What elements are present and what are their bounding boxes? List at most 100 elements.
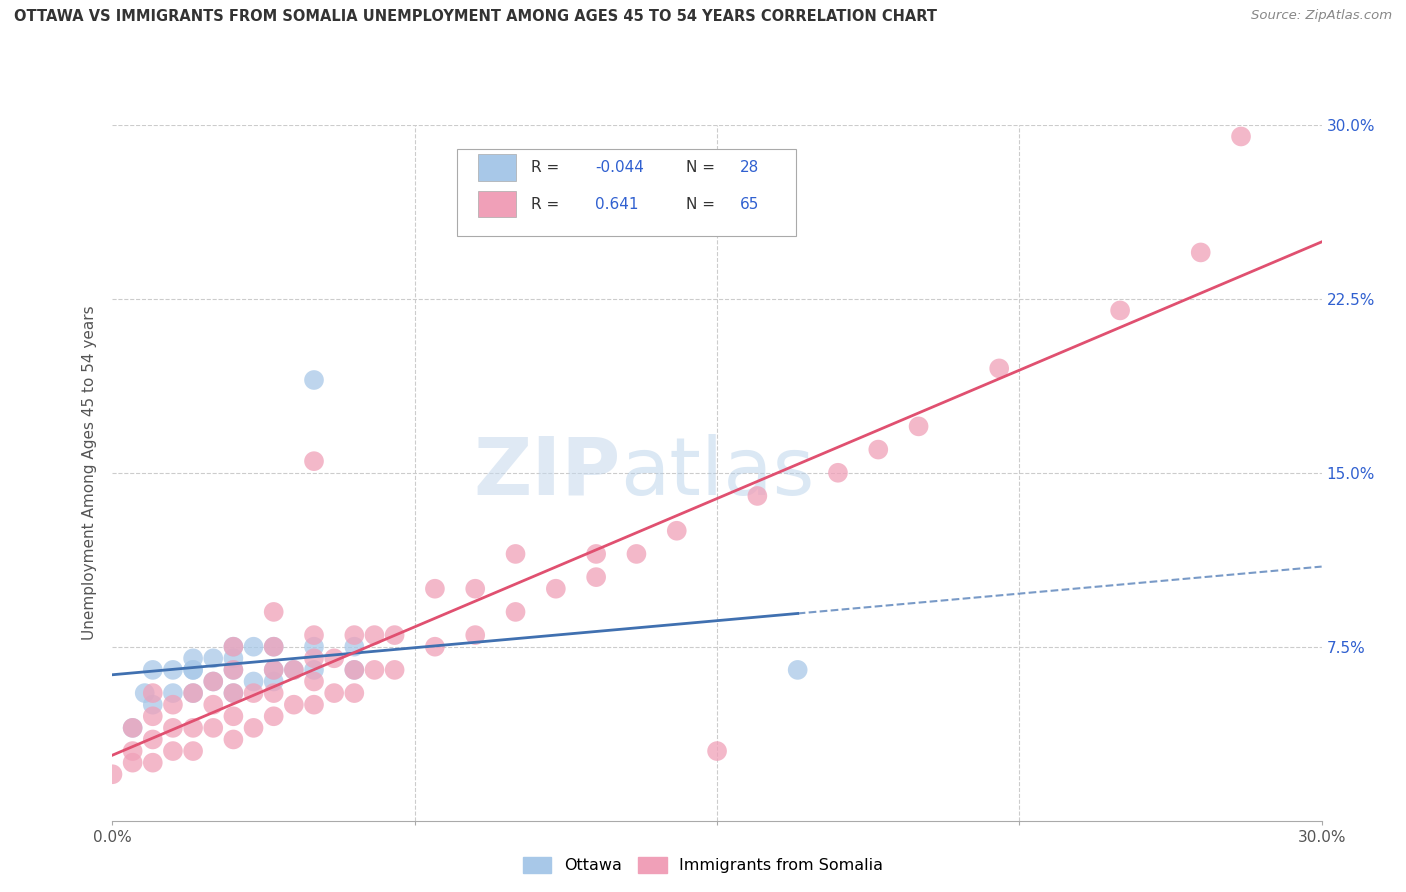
Point (343, 663, 366, 677)
Point (222, 663, 245, 677)
Point (142, 686, 165, 700)
Point (302, 663, 325, 677)
Point (302, 698, 325, 712)
Point (162, 721, 184, 735)
Point (121, 721, 143, 735)
Point (343, 628, 366, 642)
Point (222, 640, 245, 654)
Point (302, 674, 325, 689)
Point (585, 547, 607, 561)
Text: 0.641: 0.641 (595, 197, 638, 211)
Point (222, 686, 245, 700)
Point (181, 663, 204, 677)
Point (302, 651, 325, 665)
Text: R =: R = (531, 197, 564, 211)
Text: ZIP: ZIP (472, 434, 620, 512)
Point (202, 698, 225, 712)
Bar (478, 154, 516, 180)
Point (302, 640, 325, 654)
Text: -0.044: -0.044 (595, 160, 644, 175)
Point (384, 628, 406, 642)
Point (827, 466, 849, 480)
Point (142, 732, 165, 747)
Text: N =: N = (686, 197, 720, 211)
Point (323, 651, 346, 665)
Point (544, 582, 567, 596)
Point (162, 663, 184, 677)
Point (747, 489, 769, 503)
Point (142, 709, 165, 723)
Point (283, 663, 305, 677)
Point (181, 686, 204, 700)
Point (202, 674, 225, 689)
Point (585, 570, 607, 584)
Point (505, 605, 527, 619)
Point (907, 419, 929, 434)
Point (101, 767, 124, 781)
FancyBboxPatch shape (457, 149, 796, 236)
Point (505, 547, 527, 561)
Point (263, 640, 285, 654)
Text: atlas: atlas (620, 434, 814, 512)
Point (121, 721, 143, 735)
Point (222, 640, 245, 654)
Point (786, 663, 808, 677)
Point (423, 582, 446, 596)
Point (1109, 303, 1132, 318)
Point (868, 442, 890, 457)
Point (222, 651, 245, 665)
Point (263, 663, 285, 677)
Point (134, 686, 156, 700)
Text: R =: R = (531, 160, 564, 175)
Point (162, 686, 184, 700)
Point (222, 686, 245, 700)
Point (302, 373, 325, 387)
Point (181, 744, 204, 758)
Point (202, 674, 225, 689)
Point (988, 361, 1011, 376)
Point (1189, 245, 1212, 260)
Point (384, 663, 406, 677)
Point (263, 663, 285, 677)
Text: 28: 28 (740, 160, 759, 175)
Point (202, 651, 225, 665)
Point (202, 721, 225, 735)
Point (1230, 129, 1253, 144)
Point (283, 663, 305, 677)
Point (222, 709, 245, 723)
Bar (478, 191, 516, 218)
Point (222, 732, 245, 747)
Point (242, 640, 264, 654)
Point (263, 605, 285, 619)
Legend: Ottawa, Immigrants from Somalia: Ottawa, Immigrants from Somalia (516, 850, 890, 880)
Point (181, 721, 204, 735)
Point (242, 674, 264, 689)
Point (181, 686, 204, 700)
Point (222, 663, 245, 677)
Point (142, 756, 165, 770)
Point (423, 640, 446, 654)
Point (464, 628, 486, 642)
Point (142, 663, 165, 677)
Point (343, 640, 366, 654)
Point (263, 686, 285, 700)
Point (162, 698, 184, 712)
Point (283, 698, 305, 712)
Point (343, 663, 366, 677)
Point (162, 744, 184, 758)
Point (665, 524, 688, 538)
Point (242, 721, 264, 735)
Point (181, 663, 204, 677)
Text: N =: N = (686, 160, 720, 175)
Point (181, 651, 204, 665)
Text: Source: ZipAtlas.com: Source: ZipAtlas.com (1251, 9, 1392, 22)
Point (706, 744, 728, 758)
Y-axis label: Unemployment Among Ages 45 to 54 years: Unemployment Among Ages 45 to 54 years (82, 305, 97, 640)
Point (121, 756, 143, 770)
Point (302, 628, 325, 642)
Text: OTTAWA VS IMMIGRANTS FROM SOMALIA UNEMPLOYMENT AMONG AGES 45 TO 54 YEARS CORRELA: OTTAWA VS IMMIGRANTS FROM SOMALIA UNEMPL… (14, 9, 936, 24)
Point (263, 674, 285, 689)
Point (323, 686, 346, 700)
Point (626, 547, 648, 561)
Point (242, 686, 264, 700)
